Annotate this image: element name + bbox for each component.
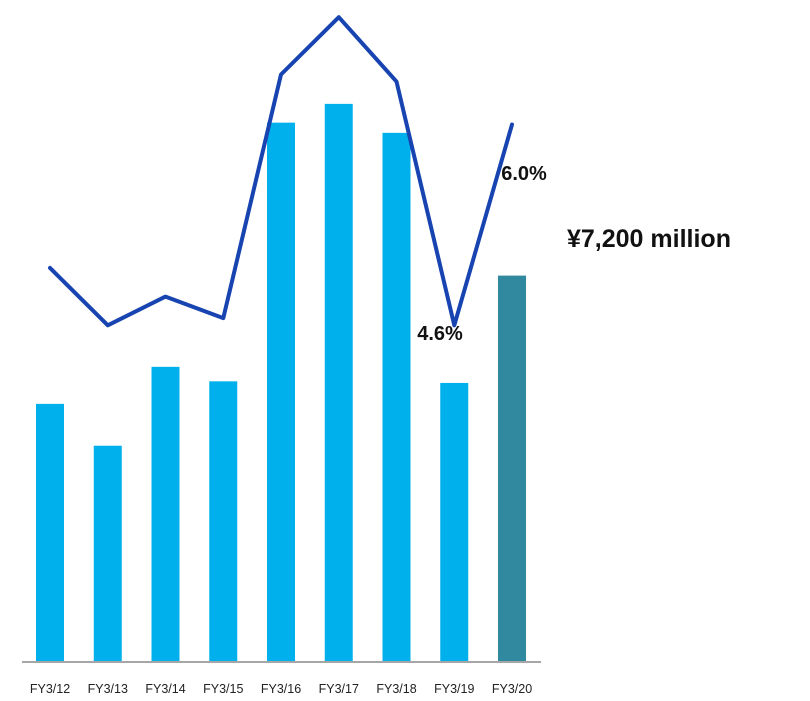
x-tick-label: FY3/19 xyxy=(434,682,474,696)
bar-fy3-20 xyxy=(498,275,526,662)
x-tick-label: FY3/12 xyxy=(30,682,70,696)
bar-fy3-17 xyxy=(324,103,353,662)
x-tick-label: FY3/13 xyxy=(88,682,128,696)
margin-line xyxy=(48,15,514,328)
bar-fy3-15 xyxy=(209,381,238,662)
bar-fy3-13 xyxy=(93,445,122,662)
x-tick-label: FY3/17 xyxy=(319,682,359,696)
fy19-line-value-label: 4.6% xyxy=(417,323,463,345)
x-tick-label: FY3/15 xyxy=(203,682,243,696)
bar-fy3-16 xyxy=(267,122,295,662)
last-line-value-label: 6.0% xyxy=(501,163,547,185)
x-tick-label: FY3/14 xyxy=(145,682,185,696)
bar-fy3-12 xyxy=(36,403,64,662)
bar-series xyxy=(36,103,526,662)
x-tick-label: FY3/16 xyxy=(261,682,301,696)
x-tick-label: FY3/18 xyxy=(376,682,416,696)
x-axis-ticks: FY3/12 FY3/13 FY3/14 FY3/15 FY3/16 FY3/17 FY3/… xyxy=(30,682,532,696)
last-bar-value-label: ¥7,200 million xyxy=(567,225,731,253)
bar-fy3-18 xyxy=(382,132,411,662)
bar-fy3-14 xyxy=(151,366,180,662)
bar-fy3-19 xyxy=(440,382,469,662)
x-tick-label: FY3/20 xyxy=(492,682,532,696)
